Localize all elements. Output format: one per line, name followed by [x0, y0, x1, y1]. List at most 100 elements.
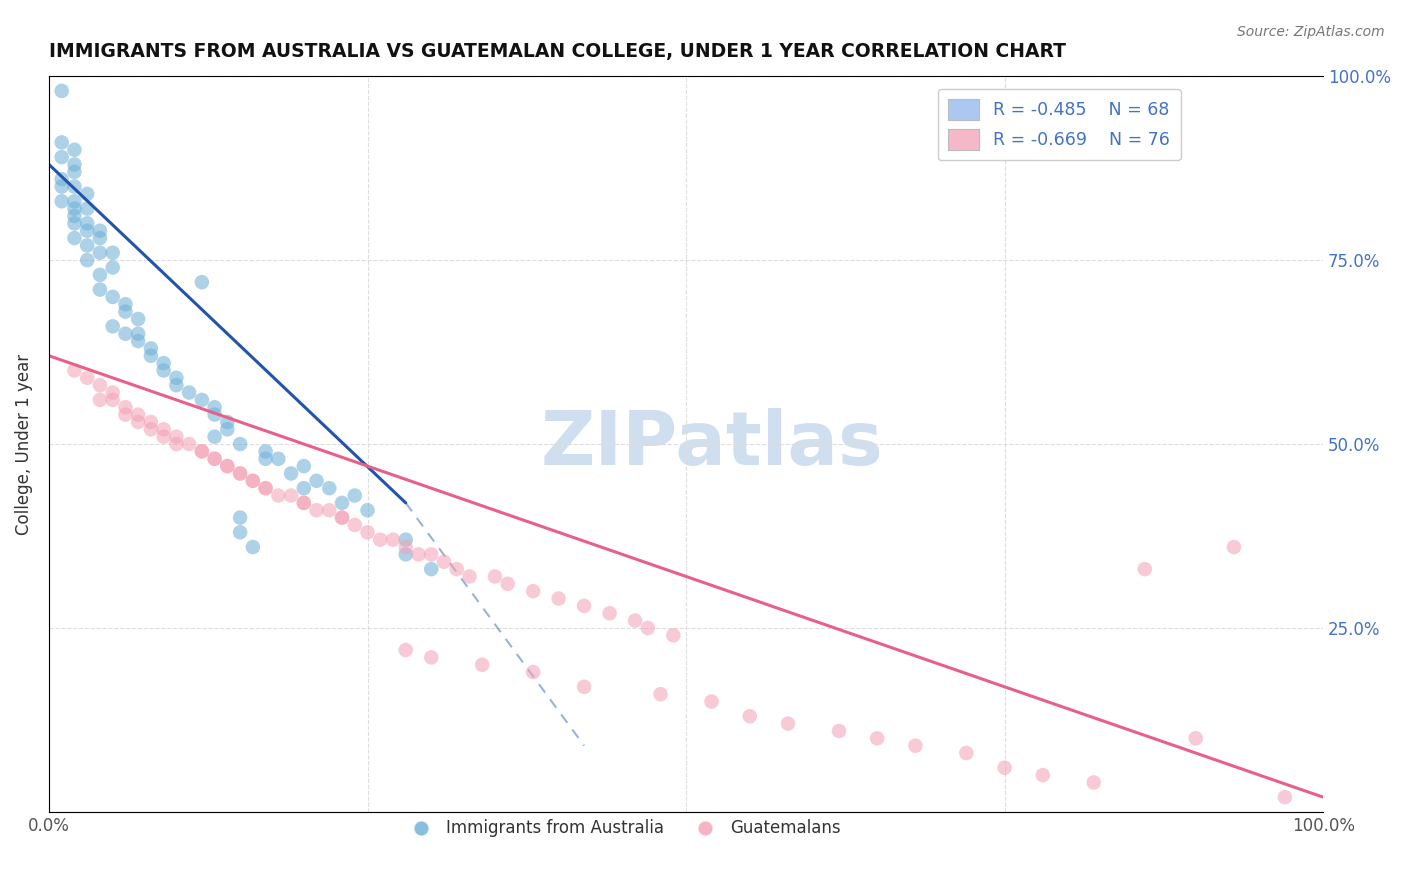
Point — [204, 451, 226, 466]
Point — [217, 459, 239, 474]
Point — [254, 451, 277, 466]
Point — [1133, 562, 1156, 576]
Point — [101, 392, 124, 407]
Point — [204, 401, 226, 415]
Point — [395, 540, 418, 554]
Point — [330, 496, 353, 510]
Point — [955, 746, 977, 760]
Point — [471, 657, 494, 672]
Point — [382, 533, 405, 547]
Point — [229, 467, 252, 481]
Point — [395, 643, 418, 657]
Point — [242, 474, 264, 488]
Point — [63, 363, 86, 377]
Point — [330, 510, 353, 524]
Point — [408, 548, 430, 562]
Point — [204, 408, 226, 422]
Point — [904, 739, 927, 753]
Point — [63, 143, 86, 157]
Point — [76, 202, 98, 216]
Point — [343, 489, 366, 503]
Point — [51, 84, 73, 98]
Point — [179, 437, 201, 451]
Point — [63, 157, 86, 171]
Point — [101, 245, 124, 260]
Point — [89, 224, 111, 238]
Point — [76, 186, 98, 201]
Point — [139, 349, 162, 363]
Point — [433, 555, 456, 569]
Point — [63, 216, 86, 230]
Point — [318, 503, 340, 517]
Point — [994, 761, 1017, 775]
Point — [650, 687, 672, 701]
Point — [51, 172, 73, 186]
Point — [280, 489, 302, 503]
Point — [204, 451, 226, 466]
Point — [254, 481, 277, 495]
Point — [114, 297, 136, 311]
Point — [356, 503, 378, 517]
Point — [572, 599, 595, 613]
Point — [179, 385, 201, 400]
Point — [101, 260, 124, 275]
Point — [242, 540, 264, 554]
Point — [866, 731, 889, 746]
Point — [292, 496, 315, 510]
Point — [101, 319, 124, 334]
Point — [420, 650, 443, 665]
Point — [254, 481, 277, 495]
Point — [191, 392, 214, 407]
Point — [139, 415, 162, 429]
Point — [624, 614, 647, 628]
Point — [217, 415, 239, 429]
Point — [356, 525, 378, 540]
Point — [420, 562, 443, 576]
Point — [217, 422, 239, 436]
Point — [292, 481, 315, 495]
Point — [76, 371, 98, 385]
Point — [165, 378, 187, 392]
Text: IMMIGRANTS FROM AUSTRALIA VS GUATEMALAN COLLEGE, UNDER 1 YEAR CORRELATION CHART: IMMIGRANTS FROM AUSTRALIA VS GUATEMALAN … — [49, 42, 1066, 61]
Point — [395, 533, 418, 547]
Point — [89, 283, 111, 297]
Point — [76, 238, 98, 252]
Point — [63, 194, 86, 209]
Point — [484, 569, 506, 583]
Point — [1032, 768, 1054, 782]
Point — [114, 326, 136, 341]
Point — [89, 378, 111, 392]
Point — [152, 356, 174, 370]
Point — [395, 548, 418, 562]
Point — [738, 709, 761, 723]
Point — [599, 606, 621, 620]
Point — [292, 496, 315, 510]
Point — [547, 591, 569, 606]
Point — [522, 665, 544, 679]
Point — [51, 179, 73, 194]
Point — [63, 231, 86, 245]
Text: ZIPatlas: ZIPatlas — [540, 408, 883, 481]
Point — [127, 334, 149, 348]
Point — [446, 562, 468, 576]
Point — [89, 231, 111, 245]
Point — [1274, 790, 1296, 805]
Point — [305, 503, 328, 517]
Point — [662, 628, 685, 642]
Point — [165, 430, 187, 444]
Point — [828, 723, 851, 738]
Point — [280, 467, 302, 481]
Point — [89, 245, 111, 260]
Point — [89, 268, 111, 282]
Point — [229, 525, 252, 540]
Point — [305, 474, 328, 488]
Text: Source: ZipAtlas.com: Source: ZipAtlas.com — [1237, 25, 1385, 39]
Point — [101, 385, 124, 400]
Point — [204, 430, 226, 444]
Point — [637, 621, 659, 635]
Point — [267, 451, 290, 466]
Point — [76, 216, 98, 230]
Point — [343, 518, 366, 533]
Legend: Immigrants from Australia, Guatemalans: Immigrants from Australia, Guatemalans — [398, 813, 848, 844]
Point — [114, 408, 136, 422]
